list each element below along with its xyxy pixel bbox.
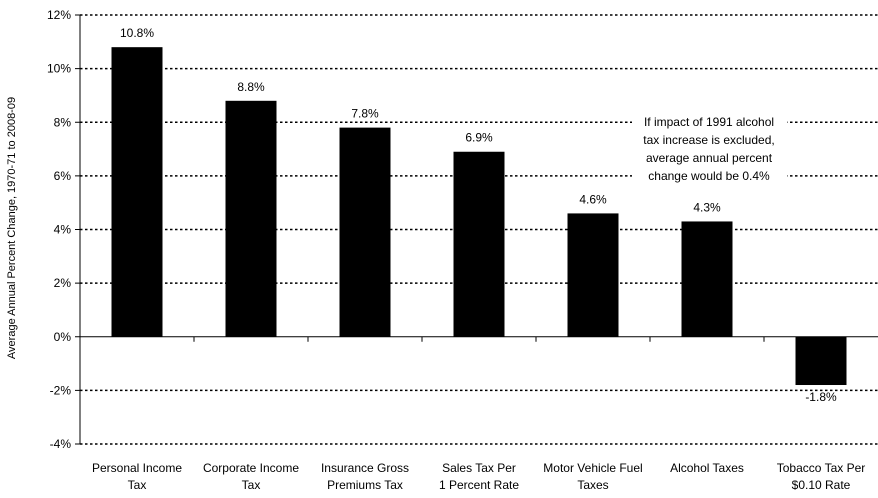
bar [225, 100, 277, 337]
bar [681, 221, 733, 337]
data-labels: 10.8% 8.8% 7.8% 6.9% 4.6% 4.3% -1.8% [120, 26, 837, 404]
bar [339, 127, 391, 337]
annotation-text: average annual percent [646, 151, 773, 165]
data-label: -1.8% [805, 390, 837, 404]
annotation-text: change would be 0.4% [648, 169, 770, 183]
x-category-label: Corporate Income [203, 461, 299, 475]
x-category-label: Motor Vehicle Fuel [543, 461, 642, 475]
bar [567, 213, 619, 337]
y-tick-label: 6% [54, 169, 72, 183]
annotation-text: If impact of 1991 alcohol [644, 115, 774, 129]
x-category-label: Taxes [577, 478, 608, 492]
annotation-text: tax increase is excluded, [643, 133, 774, 147]
data-label: 6.9% [465, 131, 493, 145]
category-labels: Personal Income Tax Corporate Income Tax Ins… [92, 461, 865, 492]
y-tick-label: 2% [54, 276, 72, 290]
x-category-label: 1 Percent Rate [439, 478, 519, 492]
data-label: 7.8% [351, 107, 379, 121]
x-category-label: $0.10 Rate [792, 478, 851, 492]
bar [795, 336, 847, 386]
y-tick-label: 0% [54, 330, 72, 344]
data-label: 10.8% [120, 26, 154, 40]
x-category-label: Tax [242, 478, 261, 492]
annotation-background [632, 108, 787, 184]
y-tick-label: 10% [47, 62, 71, 76]
x-category-label: Tobacco Tax Per [777, 461, 866, 475]
x-category-label: Sales Tax Per [442, 461, 516, 475]
y-tick-label: 4% [54, 223, 72, 237]
bars [111, 47, 847, 386]
data-label: 8.8% [237, 80, 265, 94]
annotation: If impact of 1991 alcohol tax increase is… [632, 108, 787, 184]
y-tick-label: -4% [50, 437, 72, 451]
x-category-label: Alcohol Taxes [670, 461, 744, 475]
y-axis-title: Average Annual Percent Change, 1970-71 t… [6, 97, 18, 359]
x-category-label: Insurance Gross [321, 461, 409, 475]
bar [111, 47, 163, 337]
data-label: 4.3% [693, 200, 721, 214]
bar [453, 151, 505, 337]
y-tick-labels: 12% 10% 8% 6% 4% 2% 0% -2% -4% [47, 8, 71, 451]
data-label: 4.6% [579, 192, 607, 206]
y-tick-label: 12% [47, 8, 71, 22]
x-category-label: Premiums Tax [327, 478, 403, 492]
axes [75, 14, 878, 445]
y-tick-label: 8% [54, 115, 72, 129]
x-category-label: Personal Income [92, 461, 182, 475]
y-tick-label: -2% [50, 383, 72, 397]
x-category-label: Tax [128, 478, 147, 492]
